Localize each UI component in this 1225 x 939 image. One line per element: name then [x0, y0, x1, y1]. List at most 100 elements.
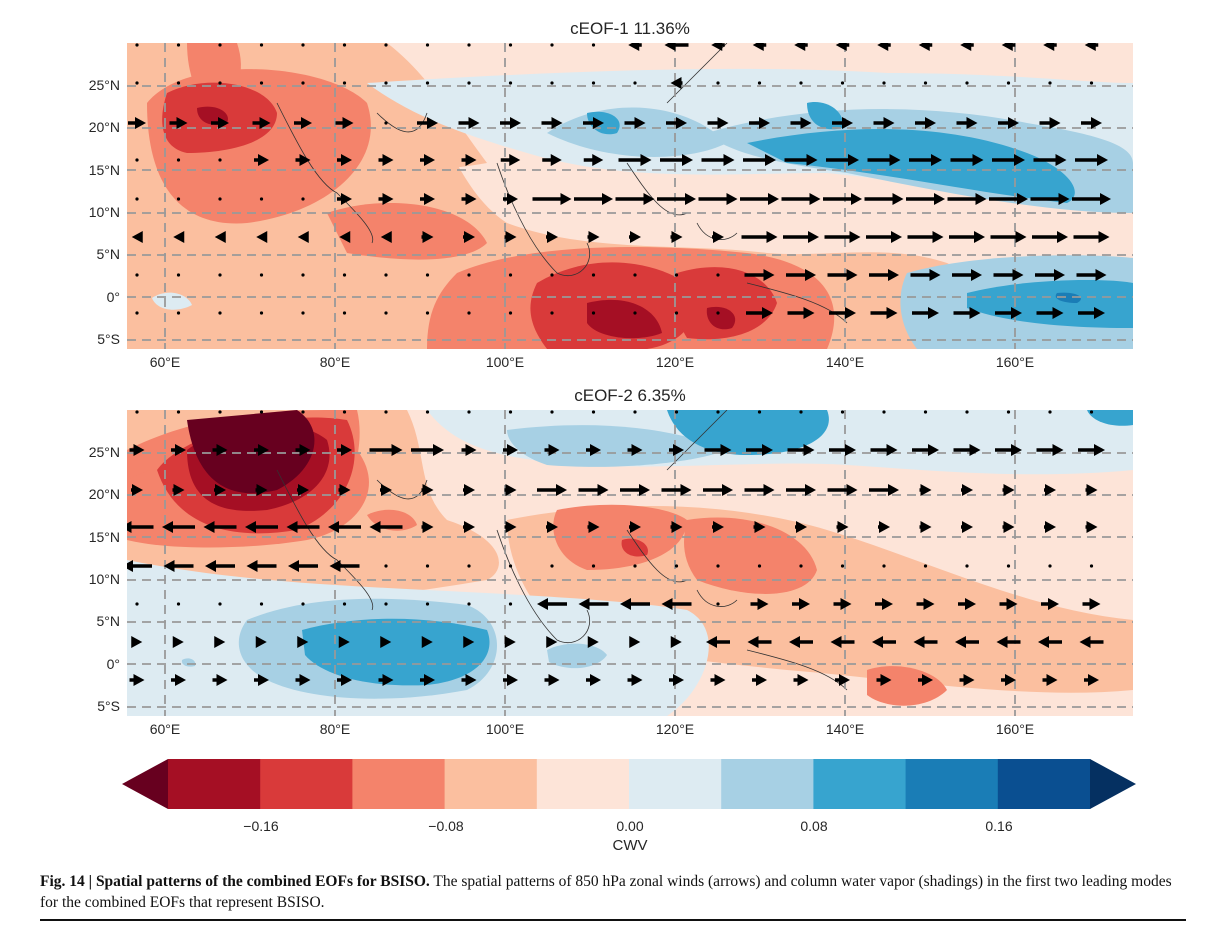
wind-calm-dot	[716, 410, 720, 414]
wind-arrow-head	[794, 43, 806, 51]
wind-arrow-head	[631, 674, 643, 686]
wind-arrow-head	[920, 521, 932, 533]
wind-arrow-head	[722, 484, 733, 496]
wind-arrow-head	[546, 636, 558, 648]
wind-arrow-head	[929, 269, 941, 281]
colorbar-segment	[260, 759, 353, 809]
wind-arrow-head	[845, 307, 856, 319]
wind-arrow-head	[507, 674, 518, 686]
wind-calm-dot	[550, 564, 554, 568]
lat-tick: 5°S	[97, 331, 120, 347]
wind-arrow-head	[299, 444, 311, 456]
wind-arrow-head	[422, 484, 434, 496]
wind-calm-dot	[674, 410, 679, 414]
wind-calm-dot	[508, 410, 513, 414]
wind-arrow-head	[886, 444, 898, 456]
wind-arrow-head	[972, 154, 984, 166]
wind-arrow-head	[464, 231, 475, 243]
wind-arrow-head	[551, 117, 563, 129]
wind-arrow-head	[468, 117, 480, 129]
wind-arrow-head	[846, 269, 858, 281]
wind-arrow-head	[339, 231, 351, 243]
wind-calm-dot	[550, 410, 554, 414]
wind-arrow-head	[840, 598, 852, 610]
wind-arrow-head	[620, 598, 631, 610]
wind-arrow-head	[809, 193, 821, 205]
wind-arrow-head	[974, 231, 985, 243]
wind-arrow-head	[955, 636, 966, 648]
wind-arrow-head	[216, 444, 228, 456]
wind-arrow-head	[216, 674, 228, 686]
wind-calm-dot	[923, 81, 928, 85]
wind-arrow-head	[848, 154, 859, 166]
wind-arrow-head	[629, 636, 641, 648]
wind-arrow-head	[1011, 444, 1022, 456]
wind-calm-dot	[342, 43, 347, 47]
wind-arrow-head	[879, 521, 890, 533]
wind-arrow-head	[630, 231, 641, 243]
wind-calm-dot	[259, 311, 264, 315]
wind-calm-dot	[591, 311, 596, 315]
wind-arrow-head	[547, 521, 558, 533]
wind-arrow-head	[830, 636, 842, 648]
wind-arrow-head	[590, 674, 601, 686]
wind-arrow-head	[127, 560, 133, 572]
colorbar-segment	[813, 759, 907, 809]
wind-calm-dot	[425, 410, 430, 414]
wind-calm-dot	[965, 564, 969, 568]
wind-calm-dot	[301, 43, 305, 47]
wind-arrow-head	[592, 154, 604, 166]
wind-arrow-head	[550, 154, 562, 166]
wind-calm-dot	[467, 602, 471, 606]
wind-calm-dot	[1089, 564, 1094, 568]
wind-calm-dot	[467, 273, 471, 277]
wind-calm-dot	[342, 81, 347, 85]
wind-calm-dot	[799, 564, 803, 568]
wind-calm-dot	[425, 43, 430, 47]
wind-arrow-head	[256, 231, 268, 243]
wind-calm-dot	[135, 311, 139, 315]
wind-arrow-head	[465, 674, 477, 686]
wind-arrow-head	[766, 231, 778, 243]
wind-arrow-head	[1058, 193, 1070, 205]
colorbar-tick: 0.08	[800, 818, 828, 834]
wind-calm-dot	[218, 410, 222, 414]
wind-calm-dot	[342, 602, 347, 606]
wind-calm-dot	[1006, 81, 1011, 85]
wind-calm-dot	[757, 81, 762, 85]
wind-arrow-head	[723, 154, 735, 166]
wind-arrow-head	[754, 521, 766, 533]
wind-arrow-head	[966, 117, 978, 129]
wind-arrow-head	[578, 598, 590, 610]
wind-arrow-head	[1017, 193, 1028, 205]
lat-tick: 10°N	[88, 571, 120, 587]
wind-calm-dot	[342, 410, 347, 414]
panel-1-title: cEOF-1 11.36%	[570, 19, 690, 38]
wind-calm-dot	[218, 311, 222, 315]
wind-arrow-head	[1045, 484, 1056, 496]
wind-arrow-head	[803, 307, 815, 319]
wind-calm-dot	[882, 81, 886, 85]
wind-calm-dot	[176, 273, 181, 277]
wind-calm-dot	[508, 602, 513, 606]
wind-calm-dot	[840, 564, 845, 568]
lon-tick: 100°E	[485, 354, 525, 370]
wind-arrow-head	[1095, 269, 1107, 281]
wind-arrow-head	[685, 193, 696, 205]
wind-calm-dot	[840, 410, 845, 414]
wind-arrow-head	[752, 43, 764, 51]
wind-arrow-head	[711, 43, 723, 51]
wind-calm-dot	[342, 311, 347, 315]
wind-calm-dot	[757, 564, 762, 568]
wind-arrow-head	[258, 674, 269, 686]
wind-arrow-head	[507, 193, 518, 205]
wind-arrow-head	[127, 521, 132, 533]
lat-tick: 15°N	[88, 162, 120, 178]
wind-arrow-head	[630, 521, 641, 533]
wind-arrow-head	[1049, 117, 1061, 129]
wind-calm-dot	[259, 43, 264, 47]
wind-arrow-head	[424, 193, 435, 205]
wind-calm-dot	[384, 564, 388, 568]
wind-arrow-head	[380, 636, 392, 648]
wind-arrow-head	[877, 43, 889, 51]
